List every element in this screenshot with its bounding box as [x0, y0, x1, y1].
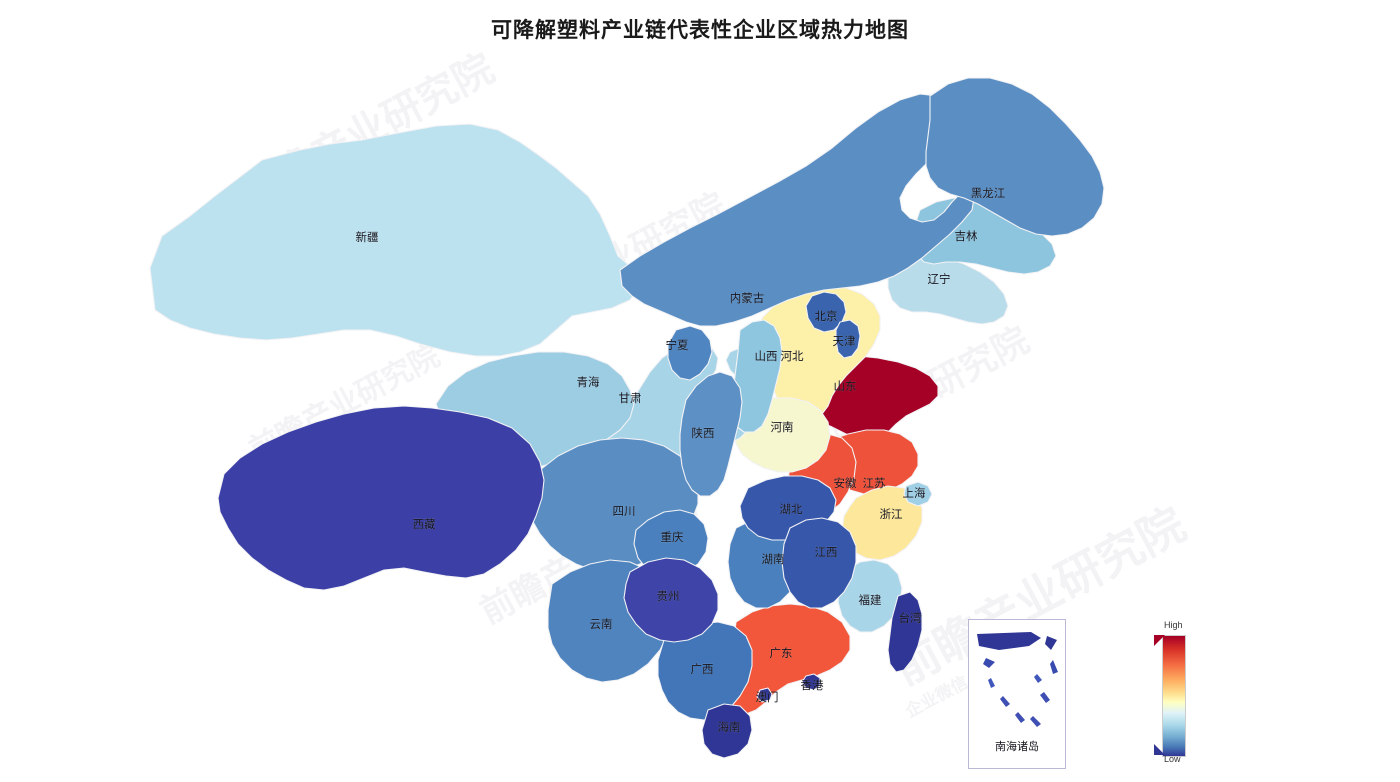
province-label-安徽: 安徽 — [834, 476, 857, 490]
province-西藏[interactable] — [217, 405, 545, 591]
province-台湾[interactable] — [887, 591, 923, 673]
province-陕西[interactable] — [679, 371, 743, 497]
province-label-吉林: 吉林 — [955, 229, 978, 243]
province-label-香港: 香港 — [801, 679, 824, 692]
province-内蒙古[interactable] — [619, 93, 975, 327]
province-广西[interactable] — [657, 621, 753, 721]
inset-island — [1050, 660, 1058, 674]
province-新疆[interactable] — [149, 123, 641, 357]
province-label-河南: 河南 — [771, 420, 794, 434]
page-title: 可降解塑料产业链代表性企业区域热力地图 — [491, 19, 909, 42]
legend-high-label: High — [1164, 620, 1183, 630]
legend-low-arrow-icon — [1154, 744, 1165, 755]
legend-colorbar — [1162, 635, 1186, 757]
province-label-内蒙古: 内蒙古 — [730, 291, 765, 305]
inset-island — [983, 658, 995, 668]
province-label-台湾: 台湾 — [899, 611, 922, 625]
province-label-浙江: 浙江 — [880, 508, 903, 521]
color-legend: High Low — [1154, 620, 1195, 767]
south-china-sea-inset: 南海诸岛 — [968, 619, 1066, 769]
province-label-甘肃: 甘肃 — [619, 392, 642, 405]
province-label-河北: 河北 — [781, 350, 804, 363]
province-label-陕西: 陕西 — [692, 426, 715, 440]
province-label-贵州: 贵州 — [657, 590, 680, 603]
province-label-辽宁: 辽宁 — [928, 272, 951, 286]
province-label-云南: 云南 — [590, 617, 613, 631]
province-label-四川: 四川 — [613, 505, 636, 518]
province-label-广东: 广东 — [770, 647, 793, 660]
inset-island — [1045, 636, 1057, 650]
province-香港[interactable] — [801, 673, 821, 691]
inset-island — [1040, 692, 1050, 703]
province-label-福建: 福建 — [859, 593, 882, 607]
province-label-西藏: 西藏 — [413, 518, 436, 531]
legend-low-label: Low — [1164, 754, 1181, 764]
province-澳门[interactable] — [756, 687, 773, 703]
province-label-天津: 天津 — [833, 335, 856, 348]
province-label-广西: 广西 — [691, 663, 714, 676]
province-label-江西: 江西 — [815, 546, 838, 559]
province-贵州[interactable] — [623, 557, 719, 643]
province-江西[interactable] — [781, 517, 857, 609]
inset-island — [977, 632, 1041, 650]
province-label-上海: 上海 — [903, 486, 926, 500]
inset-island — [1030, 716, 1041, 727]
province-宁夏[interactable] — [667, 325, 713, 381]
province-label-湖北: 湖北 — [780, 502, 803, 516]
province-海南[interactable] — [701, 703, 753, 759]
province-label-宁夏: 宁夏 — [666, 338, 689, 352]
inset-map-svg — [977, 632, 1058, 727]
province-黑龙江[interactable] — [925, 77, 1105, 237]
province-label-北京: 北京 — [815, 309, 838, 323]
province-shapes-group — [149, 77, 1105, 759]
province-label-澳门: 澳门 — [756, 690, 779, 704]
province-label-海南: 海南 — [718, 720, 741, 734]
province-label-江苏: 江苏 — [863, 477, 886, 490]
province-label-黑龙江: 黑龙江 — [971, 187, 1006, 200]
province-label-山东: 山东 — [834, 380, 857, 393]
inset-label: 南海诸岛 — [995, 741, 1039, 753]
inset-island — [1000, 696, 1010, 707]
province-label-湖南: 湖南 — [762, 552, 785, 566]
inset-island — [988, 678, 995, 688]
province-label-重庆: 重庆 — [661, 530, 684, 544]
inset-island — [1015, 712, 1025, 723]
province-label-新疆: 新疆 — [356, 230, 379, 244]
province-天津[interactable] — [835, 319, 861, 359]
province-福建[interactable] — [837, 559, 903, 633]
province-label-青海: 青海 — [577, 375, 600, 389]
province-上海[interactable] — [903, 481, 933, 507]
legend-high-arrow-icon — [1154, 635, 1165, 646]
province-label-山西: 山西 — [755, 350, 778, 363]
inset-island — [1034, 674, 1042, 683]
